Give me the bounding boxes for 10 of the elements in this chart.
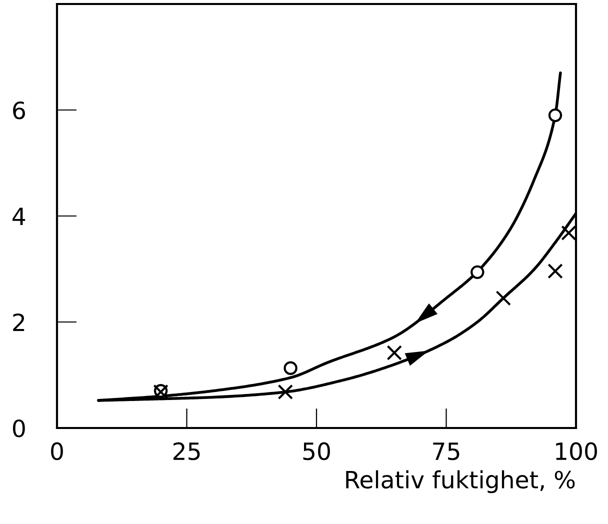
x-tick-label: 0 xyxy=(51,442,63,460)
x-tick-label: 25 xyxy=(173,442,200,460)
x-axis-title: Relativ fuktighet, % xyxy=(346,470,575,494)
x-tick-label: 100 xyxy=(556,442,597,460)
y-tick-label: 4 xyxy=(12,208,26,225)
y-tick-label: 0 xyxy=(12,419,25,438)
x-tick-label: 75 xyxy=(433,442,460,460)
x-tick-label: 50 xyxy=(303,442,330,460)
y-tick-label: 2 xyxy=(13,313,24,331)
y-tick-label: 6 xyxy=(13,101,25,120)
